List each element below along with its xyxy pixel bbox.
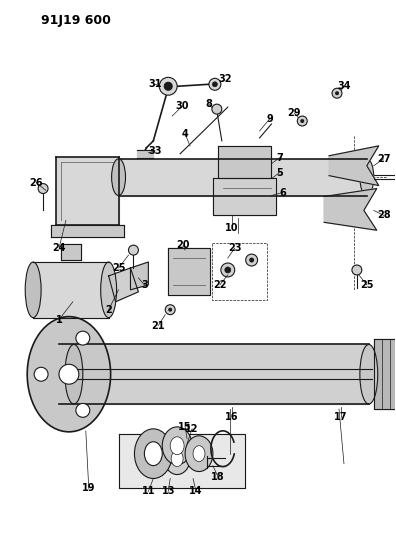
Text: 14: 14: [189, 487, 203, 496]
Circle shape: [335, 91, 339, 95]
Ellipse shape: [162, 427, 192, 465]
Text: 11: 11: [142, 487, 155, 496]
Text: 91J19 600: 91J19 600: [41, 14, 111, 27]
Polygon shape: [168, 248, 210, 295]
Text: 20: 20: [176, 240, 190, 250]
Polygon shape: [61, 244, 81, 260]
Ellipse shape: [145, 442, 162, 466]
Polygon shape: [130, 262, 148, 290]
Text: 9: 9: [266, 114, 273, 124]
Polygon shape: [59, 344, 369, 404]
Ellipse shape: [164, 443, 190, 474]
Circle shape: [34, 367, 48, 381]
Text: 17: 17: [334, 412, 348, 422]
Text: 28: 28: [377, 211, 390, 220]
Text: 25: 25: [360, 280, 373, 290]
Ellipse shape: [135, 429, 172, 479]
Ellipse shape: [360, 344, 378, 404]
Ellipse shape: [171, 451, 183, 466]
Circle shape: [249, 257, 254, 263]
Circle shape: [212, 104, 222, 114]
Text: 4: 4: [182, 129, 188, 139]
Ellipse shape: [112, 159, 126, 196]
Polygon shape: [137, 150, 153, 158]
Circle shape: [164, 82, 172, 90]
Text: 12: 12: [185, 424, 199, 434]
Text: 15: 15: [178, 422, 192, 432]
Text: 10: 10: [225, 223, 238, 233]
Text: 30: 30: [175, 101, 189, 111]
Ellipse shape: [65, 344, 83, 404]
Circle shape: [76, 331, 90, 345]
Text: 24: 24: [52, 243, 66, 253]
Text: 19: 19: [82, 483, 95, 494]
Text: 32: 32: [218, 74, 232, 84]
Circle shape: [38, 183, 48, 193]
Text: 7: 7: [276, 153, 283, 163]
Polygon shape: [213, 177, 276, 215]
Circle shape: [332, 88, 342, 98]
Circle shape: [165, 305, 175, 314]
Text: 16: 16: [225, 412, 238, 422]
Circle shape: [128, 245, 139, 255]
Polygon shape: [109, 268, 139, 302]
Circle shape: [246, 254, 257, 266]
Text: 5: 5: [276, 168, 283, 177]
Circle shape: [221, 263, 235, 277]
Circle shape: [76, 403, 90, 417]
Text: 21: 21: [152, 320, 165, 330]
Text: 22: 22: [213, 280, 227, 290]
Text: 13: 13: [162, 487, 175, 496]
Circle shape: [352, 265, 362, 275]
Ellipse shape: [170, 437, 184, 455]
Text: 29: 29: [287, 108, 301, 118]
Ellipse shape: [101, 262, 116, 318]
Text: 8: 8: [206, 99, 212, 109]
Ellipse shape: [185, 436, 213, 472]
Ellipse shape: [25, 262, 41, 318]
Ellipse shape: [193, 446, 205, 462]
Polygon shape: [51, 225, 124, 237]
Polygon shape: [56, 157, 118, 225]
Circle shape: [209, 78, 221, 90]
Circle shape: [297, 116, 307, 126]
Circle shape: [212, 82, 217, 87]
Text: 18: 18: [211, 472, 225, 481]
Ellipse shape: [27, 317, 110, 432]
Polygon shape: [324, 189, 377, 230]
Text: 31: 31: [148, 79, 162, 90]
Circle shape: [300, 119, 304, 123]
Text: 27: 27: [377, 154, 390, 164]
Circle shape: [159, 77, 177, 95]
Text: 23: 23: [228, 243, 242, 253]
Text: 26: 26: [29, 177, 43, 188]
Polygon shape: [374, 340, 396, 409]
Text: 2: 2: [105, 305, 112, 314]
Text: 1: 1: [55, 314, 62, 325]
Bar: [212, 243, 267, 300]
Polygon shape: [118, 434, 245, 488]
Text: 25: 25: [112, 263, 125, 273]
Circle shape: [168, 308, 172, 312]
Text: 6: 6: [279, 188, 286, 198]
Circle shape: [59, 365, 79, 384]
Text: 3: 3: [141, 280, 148, 290]
Circle shape: [225, 267, 231, 273]
Polygon shape: [329, 146, 379, 185]
Ellipse shape: [360, 159, 374, 196]
Text: 33: 33: [148, 146, 162, 156]
Polygon shape: [218, 146, 272, 177]
Text: 34: 34: [337, 81, 351, 91]
